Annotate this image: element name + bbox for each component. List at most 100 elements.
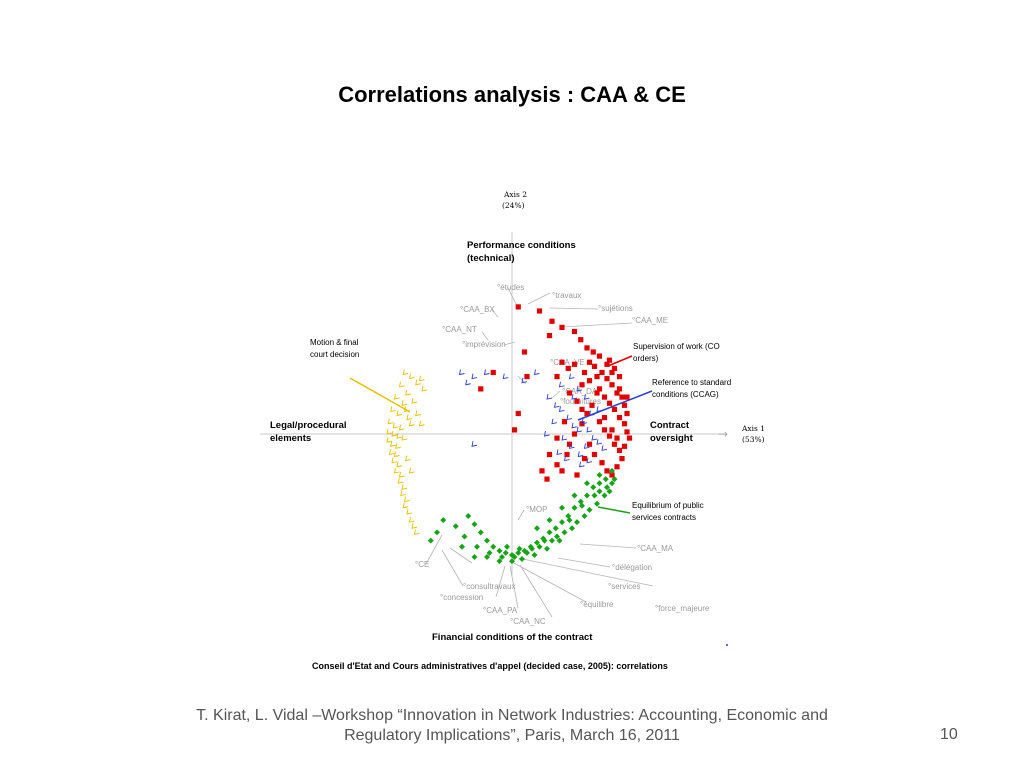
data-point-tick: [576, 426, 583, 433]
data-point-tick: [556, 449, 563, 456]
data-point-square: [584, 345, 590, 351]
data-point-square: [559, 359, 565, 365]
data-point-tick: [386, 437, 393, 443]
data-point-square: [549, 318, 555, 324]
data-point-tick: [386, 428, 393, 435]
data-point-diamond: [546, 529, 553, 536]
data-point-square: [596, 386, 603, 392]
data-point-square: [564, 451, 570, 458]
data-point-tick: [502, 373, 509, 380]
data-point-square: [616, 415, 623, 421]
data-point-tick: [391, 430, 398, 437]
footer-line-1: T. Kirat, L. Vidal –Workshop “Innovation…: [196, 707, 828, 724]
data-point-square: [609, 472, 615, 478]
data-point-tick: [402, 502, 409, 509]
data-point-tick: [393, 451, 400, 458]
supplementary-pointer-lines: [425, 287, 654, 618]
data-point-square: [586, 359, 593, 365]
data-point-square: [624, 394, 630, 400]
data-point-tick: [551, 418, 558, 425]
data-point-diamond: [502, 549, 509, 556]
data-point-diamond: [516, 545, 523, 552]
data-point-square: [591, 451, 598, 458]
data-point-tick: [401, 435, 408, 441]
data-point-tick: [563, 455, 570, 462]
data-point-square: [604, 376, 610, 382]
pole-top-label-2: (technical): [467, 253, 515, 264]
data-point-tick: [577, 451, 584, 458]
pole-left-label-2: elements: [270, 433, 311, 444]
footer-line-2: Regulatory Implications”, Paris, March 1…: [344, 727, 680, 744]
data-point-square: [596, 419, 603, 425]
data-point-square: [546, 451, 553, 458]
label-services: °services: [608, 582, 641, 591]
data-point-diamond: [584, 492, 590, 499]
data-point-tick: [400, 490, 406, 497]
data-point-square: [571, 431, 578, 437]
data-point-tick: [402, 369, 409, 376]
data-point-square: [611, 365, 618, 371]
data-point-tick: [533, 369, 540, 376]
data-point-square: [611, 406, 618, 412]
data-point-diamond: [586, 506, 593, 513]
data-point-square: [601, 427, 608, 433]
data-point-diamond: [490, 543, 497, 550]
data-point-diamond: [459, 543, 465, 550]
data-point-diamond: [596, 472, 603, 478]
data-point-square: [586, 441, 593, 447]
pole-top-label-1: Performance conditions: [467, 240, 576, 251]
data-point-diamond: [534, 539, 540, 546]
data-point-square: [490, 369, 496, 376]
label-consultravaux: °consultravaux: [463, 582, 516, 591]
data-point-diamond: [591, 492, 598, 499]
annotation-equilibrium-2: services contracts: [632, 513, 696, 522]
data-point-square: [601, 415, 608, 421]
label-travaux: °travaux: [552, 291, 581, 300]
data-point-diamond: [604, 484, 610, 491]
data-point-tick: [401, 400, 408, 406]
data-point-square: [544, 476, 550, 482]
slide-title: Correlations analysis : CAA & CE: [338, 82, 686, 107]
data-point-square: [621, 402, 628, 408]
data-point-square: [521, 349, 528, 355]
data-point-square: [515, 410, 521, 417]
data-point-tick: [558, 381, 565, 388]
data-point-tick: [418, 420, 425, 427]
data-point-diamond: [559, 504, 565, 511]
data-point-tick: [591, 435, 598, 441]
axis-2-label: Axis 2: [503, 190, 527, 199]
data-point-tick: [403, 406, 410, 412]
data-point-diamond: [549, 537, 555, 544]
data-point-square: [621, 443, 628, 449]
data-point-square: [591, 363, 598, 369]
data-point-tick: [418, 375, 425, 382]
data-point-tick: [393, 394, 400, 400]
marker-dot: [726, 644, 728, 646]
data-point-square: [599, 369, 605, 376]
data-point-diamond: [452, 523, 459, 530]
data-point-diamond: [496, 547, 503, 554]
data-point-diamond: [590, 484, 597, 491]
label-force-majeure: °force_majeure: [655, 604, 710, 613]
data-point-square: [609, 382, 615, 388]
label-etudes: °études: [497, 283, 524, 292]
data-point-tick: [596, 406, 603, 412]
data-point-tick: [576, 385, 583, 392]
data-point-tick: [583, 443, 590, 449]
axis-1-label: Axis 1: [741, 424, 765, 433]
data-point-diamond: [579, 502, 585, 509]
data-point-square: [574, 398, 580, 404]
data-point-tick: [408, 517, 415, 523]
data-point-diamond: [541, 537, 548, 544]
annotation-reference-2: conditions (CCAG): [652, 390, 719, 399]
annotation-motion-1: Motion & final: [310, 338, 359, 347]
data-point-tick: [553, 402, 560, 408]
data-point-diamond: [611, 476, 618, 483]
data-point-square: [594, 390, 600, 396]
data-point-square: [571, 328, 578, 335]
data-point-diamond: [594, 500, 600, 507]
data-point-square: [619, 394, 625, 400]
data-point-square: [606, 400, 613, 406]
footer-citation: T. Kirat, L. Vidal –Workshop “Innovation…: [110, 706, 914, 746]
data-point-diamond: [584, 480, 590, 487]
